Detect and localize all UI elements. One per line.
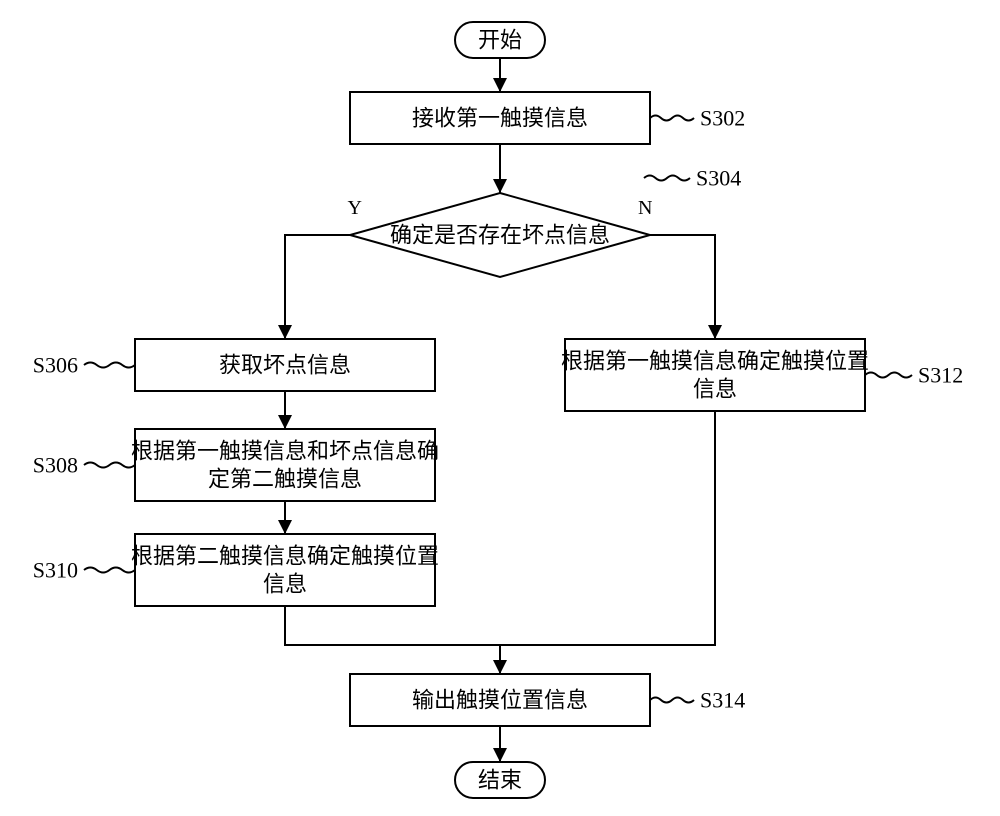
svg-text:接收第一触摸信息: 接收第一触摸信息 [412, 106, 588, 131]
node-s302: 接收第一触摸信息 [350, 92, 650, 144]
svg-text:根据第一触摸信息和坏点信息确: 根据第一触摸信息和坏点信息确 [131, 439, 439, 464]
node-s314: 输出触摸位置信息 [350, 674, 650, 726]
svg-text:根据第二触摸信息确定触摸位置: 根据第二触摸信息确定触摸位置 [131, 544, 439, 569]
node-s304: 确定是否存在坏点信息 [350, 193, 650, 277]
step-label-S312: S312 [918, 363, 963, 388]
svg-text:开始: 开始 [478, 28, 522, 53]
svg-text:S314: S314 [700, 688, 745, 713]
step-label-S302: S302 [700, 106, 745, 131]
node-s308: 根据第一触摸信息和坏点信息确定第二触摸信息 [131, 429, 439, 501]
svg-text:信息: 信息 [693, 377, 737, 402]
step-label-S314: S314 [700, 688, 745, 713]
step-label-S308: S308 [33, 453, 78, 478]
svg-text:获取坏点信息: 获取坏点信息 [219, 353, 351, 378]
svg-text:N: N [638, 197, 652, 219]
step-label-S306: S306 [33, 353, 78, 378]
svg-text:Y: Y [348, 197, 362, 219]
svg-text:输出触摸位置信息: 输出触摸位置信息 [412, 688, 588, 713]
node-s310: 根据第二触摸信息确定触摸位置信息 [131, 534, 439, 606]
svg-text:信息: 信息 [263, 572, 307, 597]
svg-text:确定是否存在坏点信息: 确定是否存在坏点信息 [390, 223, 610, 248]
svg-text:S302: S302 [700, 106, 745, 131]
svg-text:根据第一触摸信息确定触摸位置: 根据第一触摸信息确定触摸位置 [561, 349, 869, 374]
svg-text:结束: 结束 [478, 768, 522, 793]
step-label-S304: S304 [696, 166, 741, 191]
node-end: 结束 [455, 762, 545, 798]
svg-text:S310: S310 [33, 558, 78, 583]
node-s312: 根据第一触摸信息确定触摸位置信息 [561, 339, 869, 411]
step-label-S310: S310 [33, 558, 78, 583]
svg-text:S308: S308 [33, 453, 78, 478]
svg-text:定第二触摸信息: 定第二触摸信息 [208, 467, 362, 492]
node-start: 开始 [455, 22, 545, 58]
svg-text:S304: S304 [696, 166, 741, 191]
svg-text:S306: S306 [33, 353, 78, 378]
node-s306: 获取坏点信息 [135, 339, 435, 391]
svg-text:S312: S312 [918, 363, 963, 388]
